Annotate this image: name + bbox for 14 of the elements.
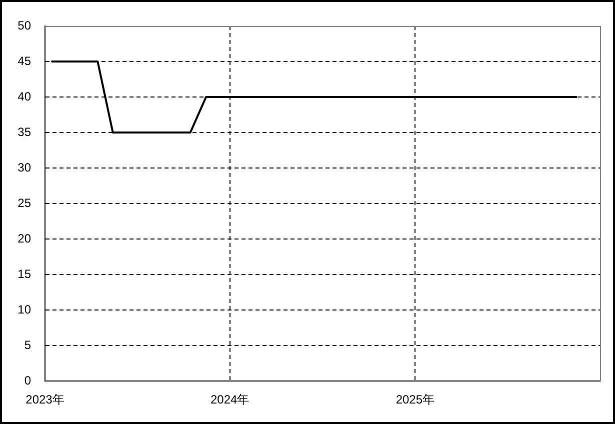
x-tick-label: 2025年 <box>396 392 435 407</box>
y-tick-label: 5 <box>24 338 32 352</box>
y-tick-label: 10 <box>18 302 32 316</box>
y-tick-label: 45 <box>18 54 32 68</box>
y-tick-label: 30 <box>18 160 32 174</box>
y-tick-label: 50 <box>18 18 32 32</box>
y-tick-label: 40 <box>18 89 32 104</box>
x-tick-label: 2024年 <box>210 392 250 407</box>
y-tick-label: 0 <box>24 373 32 388</box>
y-tick-label: 25 <box>18 196 32 210</box>
y-tick-label: 35 <box>18 124 32 139</box>
x-tick-label: 2023年 <box>26 392 64 407</box>
y-tick-label: 15 <box>18 266 32 281</box>
y-tick-label: 20 <box>18 231 32 246</box>
